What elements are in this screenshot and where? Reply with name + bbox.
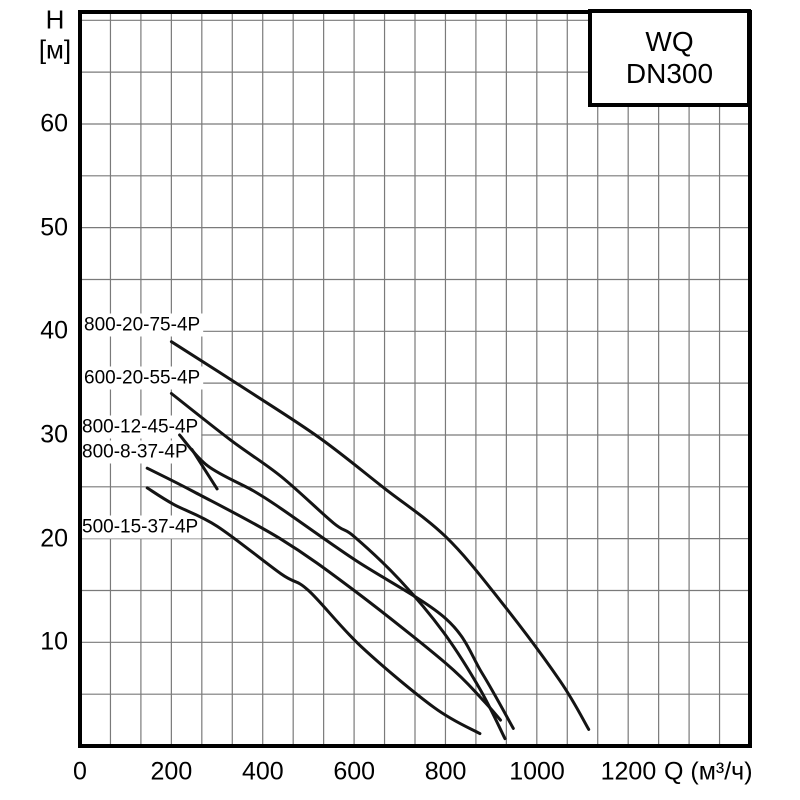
curve-label-text: 600-20-55-4P xyxy=(84,368,200,389)
curve-label-halo xyxy=(82,366,204,390)
curve-label-text: 800-8-37-4P xyxy=(82,442,188,463)
x-tick-label: 0 xyxy=(73,757,87,786)
model-badge-series: WQ xyxy=(645,26,694,57)
curve-label-halo xyxy=(80,415,202,439)
y-axis-title-unit: [м] xyxy=(38,34,72,65)
pump-curves xyxy=(145,340,591,741)
curve-800-8-37-4P xyxy=(145,466,502,722)
curve-label-text: 800-12-45-4P xyxy=(82,417,198,438)
curve-label: 600-20-55-4P xyxy=(82,366,204,390)
curve-label: 800-8-37-4P xyxy=(80,440,191,464)
curve-label: 800-12-45-4P xyxy=(80,415,202,439)
y-tick-label: 60 xyxy=(40,109,68,138)
y-tick-label: 10 xyxy=(40,627,68,656)
y-axis-title-symbol: H xyxy=(45,4,65,35)
curve-label: 800-20-75-4P xyxy=(82,313,204,337)
curve-500-15-37-4P xyxy=(145,486,482,736)
curve-label-halo xyxy=(80,515,202,539)
x-axis-title: Q (м³/ч) xyxy=(664,757,753,786)
label-pointer-line xyxy=(190,447,219,491)
curve-label-halo xyxy=(80,440,191,464)
curve-800-20-75-4P xyxy=(169,340,591,731)
x-tick-label: 200 xyxy=(150,757,193,786)
plot-border xyxy=(78,10,752,748)
y-tick-label: 50 xyxy=(40,213,68,242)
y-tick-label: 30 xyxy=(40,420,68,449)
model-badge: WQ DN300 xyxy=(588,9,751,107)
curve-label-text: 500-15-37-4P xyxy=(82,517,198,538)
curve-label: 500-15-37-4P xyxy=(80,515,202,539)
x-tick-label: 1200 xyxy=(600,757,657,786)
y-tick-label: 40 xyxy=(40,316,68,345)
curve-label-text: 800-20-75-4P xyxy=(84,315,200,336)
grid-lines xyxy=(80,12,750,746)
model-badge-size: DN300 xyxy=(625,58,714,89)
curve-labels-layer: 800-20-75-4P 600-20-55-4P 800-12-45-4P 800-… xyxy=(80,313,204,539)
curve-600-20-55-4P xyxy=(169,392,507,741)
curve-800-12-45-4P xyxy=(178,433,515,730)
y-tick-label: 20 xyxy=(40,524,68,553)
curve-label-halo xyxy=(82,313,204,337)
x-tick-label: 600 xyxy=(333,757,376,786)
x-tick-label: 800 xyxy=(424,757,467,786)
x-tick-label: 400 xyxy=(241,757,284,786)
x-tick-label: 1000 xyxy=(509,757,565,786)
